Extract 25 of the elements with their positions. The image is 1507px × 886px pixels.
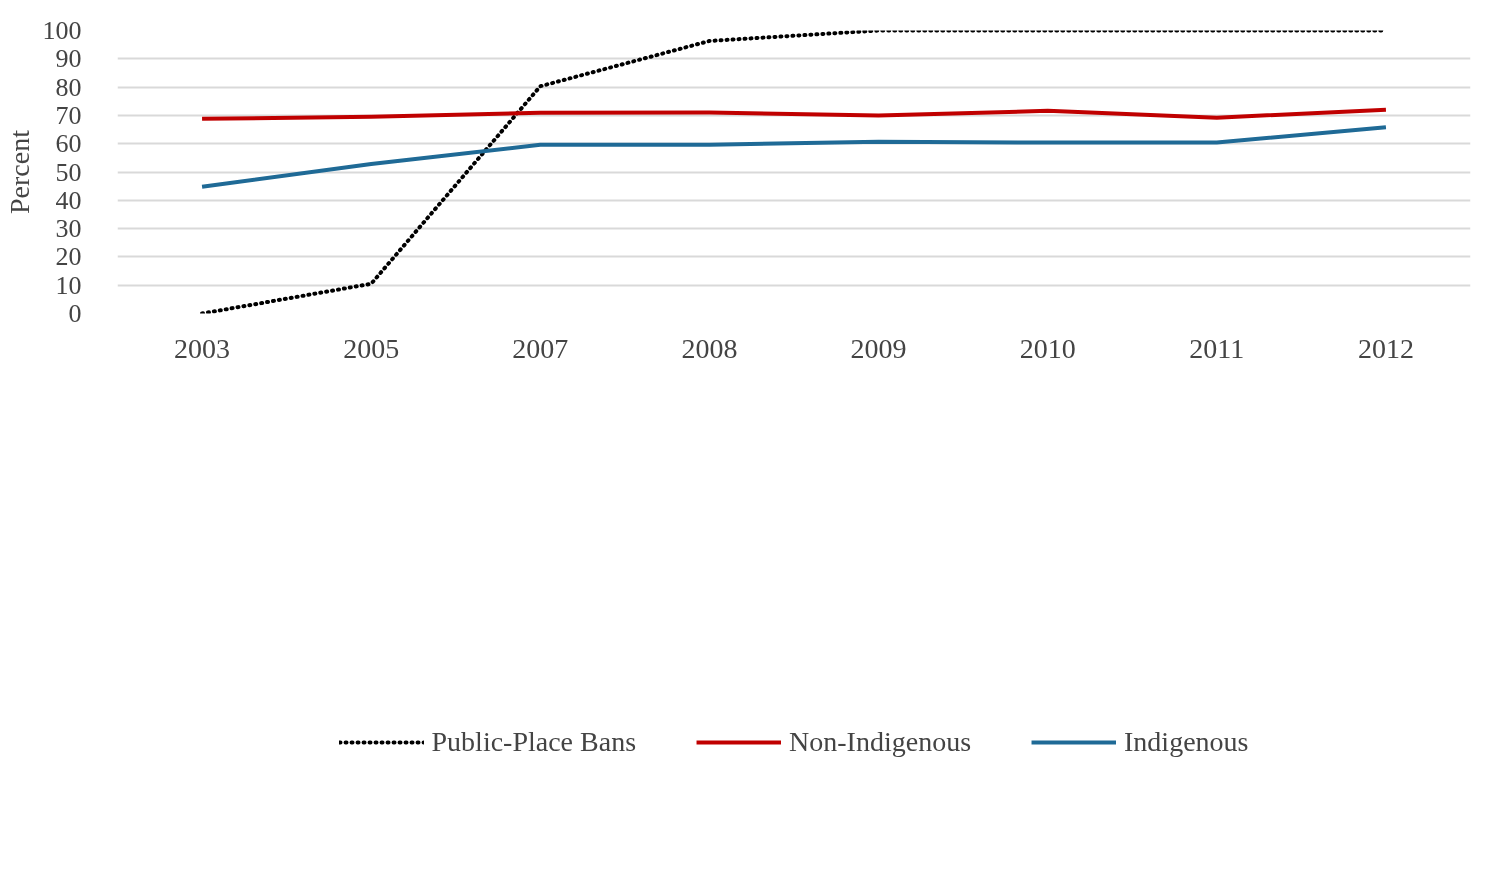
x-tick-label: 2005 xyxy=(343,332,400,364)
y-tick-label: 80 xyxy=(55,72,82,102)
line-series xyxy=(200,125,1388,189)
x-tick-label: 2009 xyxy=(850,332,907,364)
y-tick-label: 50 xyxy=(55,157,82,187)
legend-label: Indigenous xyxy=(1124,726,1249,758)
x-tick-label: 2007 xyxy=(512,332,569,364)
x-tick-label: 2003 xyxy=(174,332,231,364)
x-tick-label: 2008 xyxy=(681,332,738,364)
x-tick-label: 2012 xyxy=(1357,332,1414,364)
x-tick-label: 2010 xyxy=(1019,332,1076,364)
legend-label: Non-Indigenous xyxy=(789,726,972,758)
y-tick-label: 30 xyxy=(55,214,82,244)
legend-label: Public-Place Bans xyxy=(431,726,637,758)
y-tick-label: 40 xyxy=(55,185,82,215)
y-axis-title: Percent xyxy=(3,129,35,214)
line-series xyxy=(200,107,1388,121)
x-tick-label: 2011 xyxy=(1189,332,1245,364)
y-tick-label: 100 xyxy=(42,16,82,45)
y-tick-label: 10 xyxy=(55,270,82,300)
y-tick-label: 0 xyxy=(68,299,82,328)
y-tick-label: 70 xyxy=(55,100,82,130)
y-tick-label: 20 xyxy=(55,242,82,272)
y-tick-label: 90 xyxy=(55,44,82,74)
y-tick-label: 60 xyxy=(55,129,82,159)
